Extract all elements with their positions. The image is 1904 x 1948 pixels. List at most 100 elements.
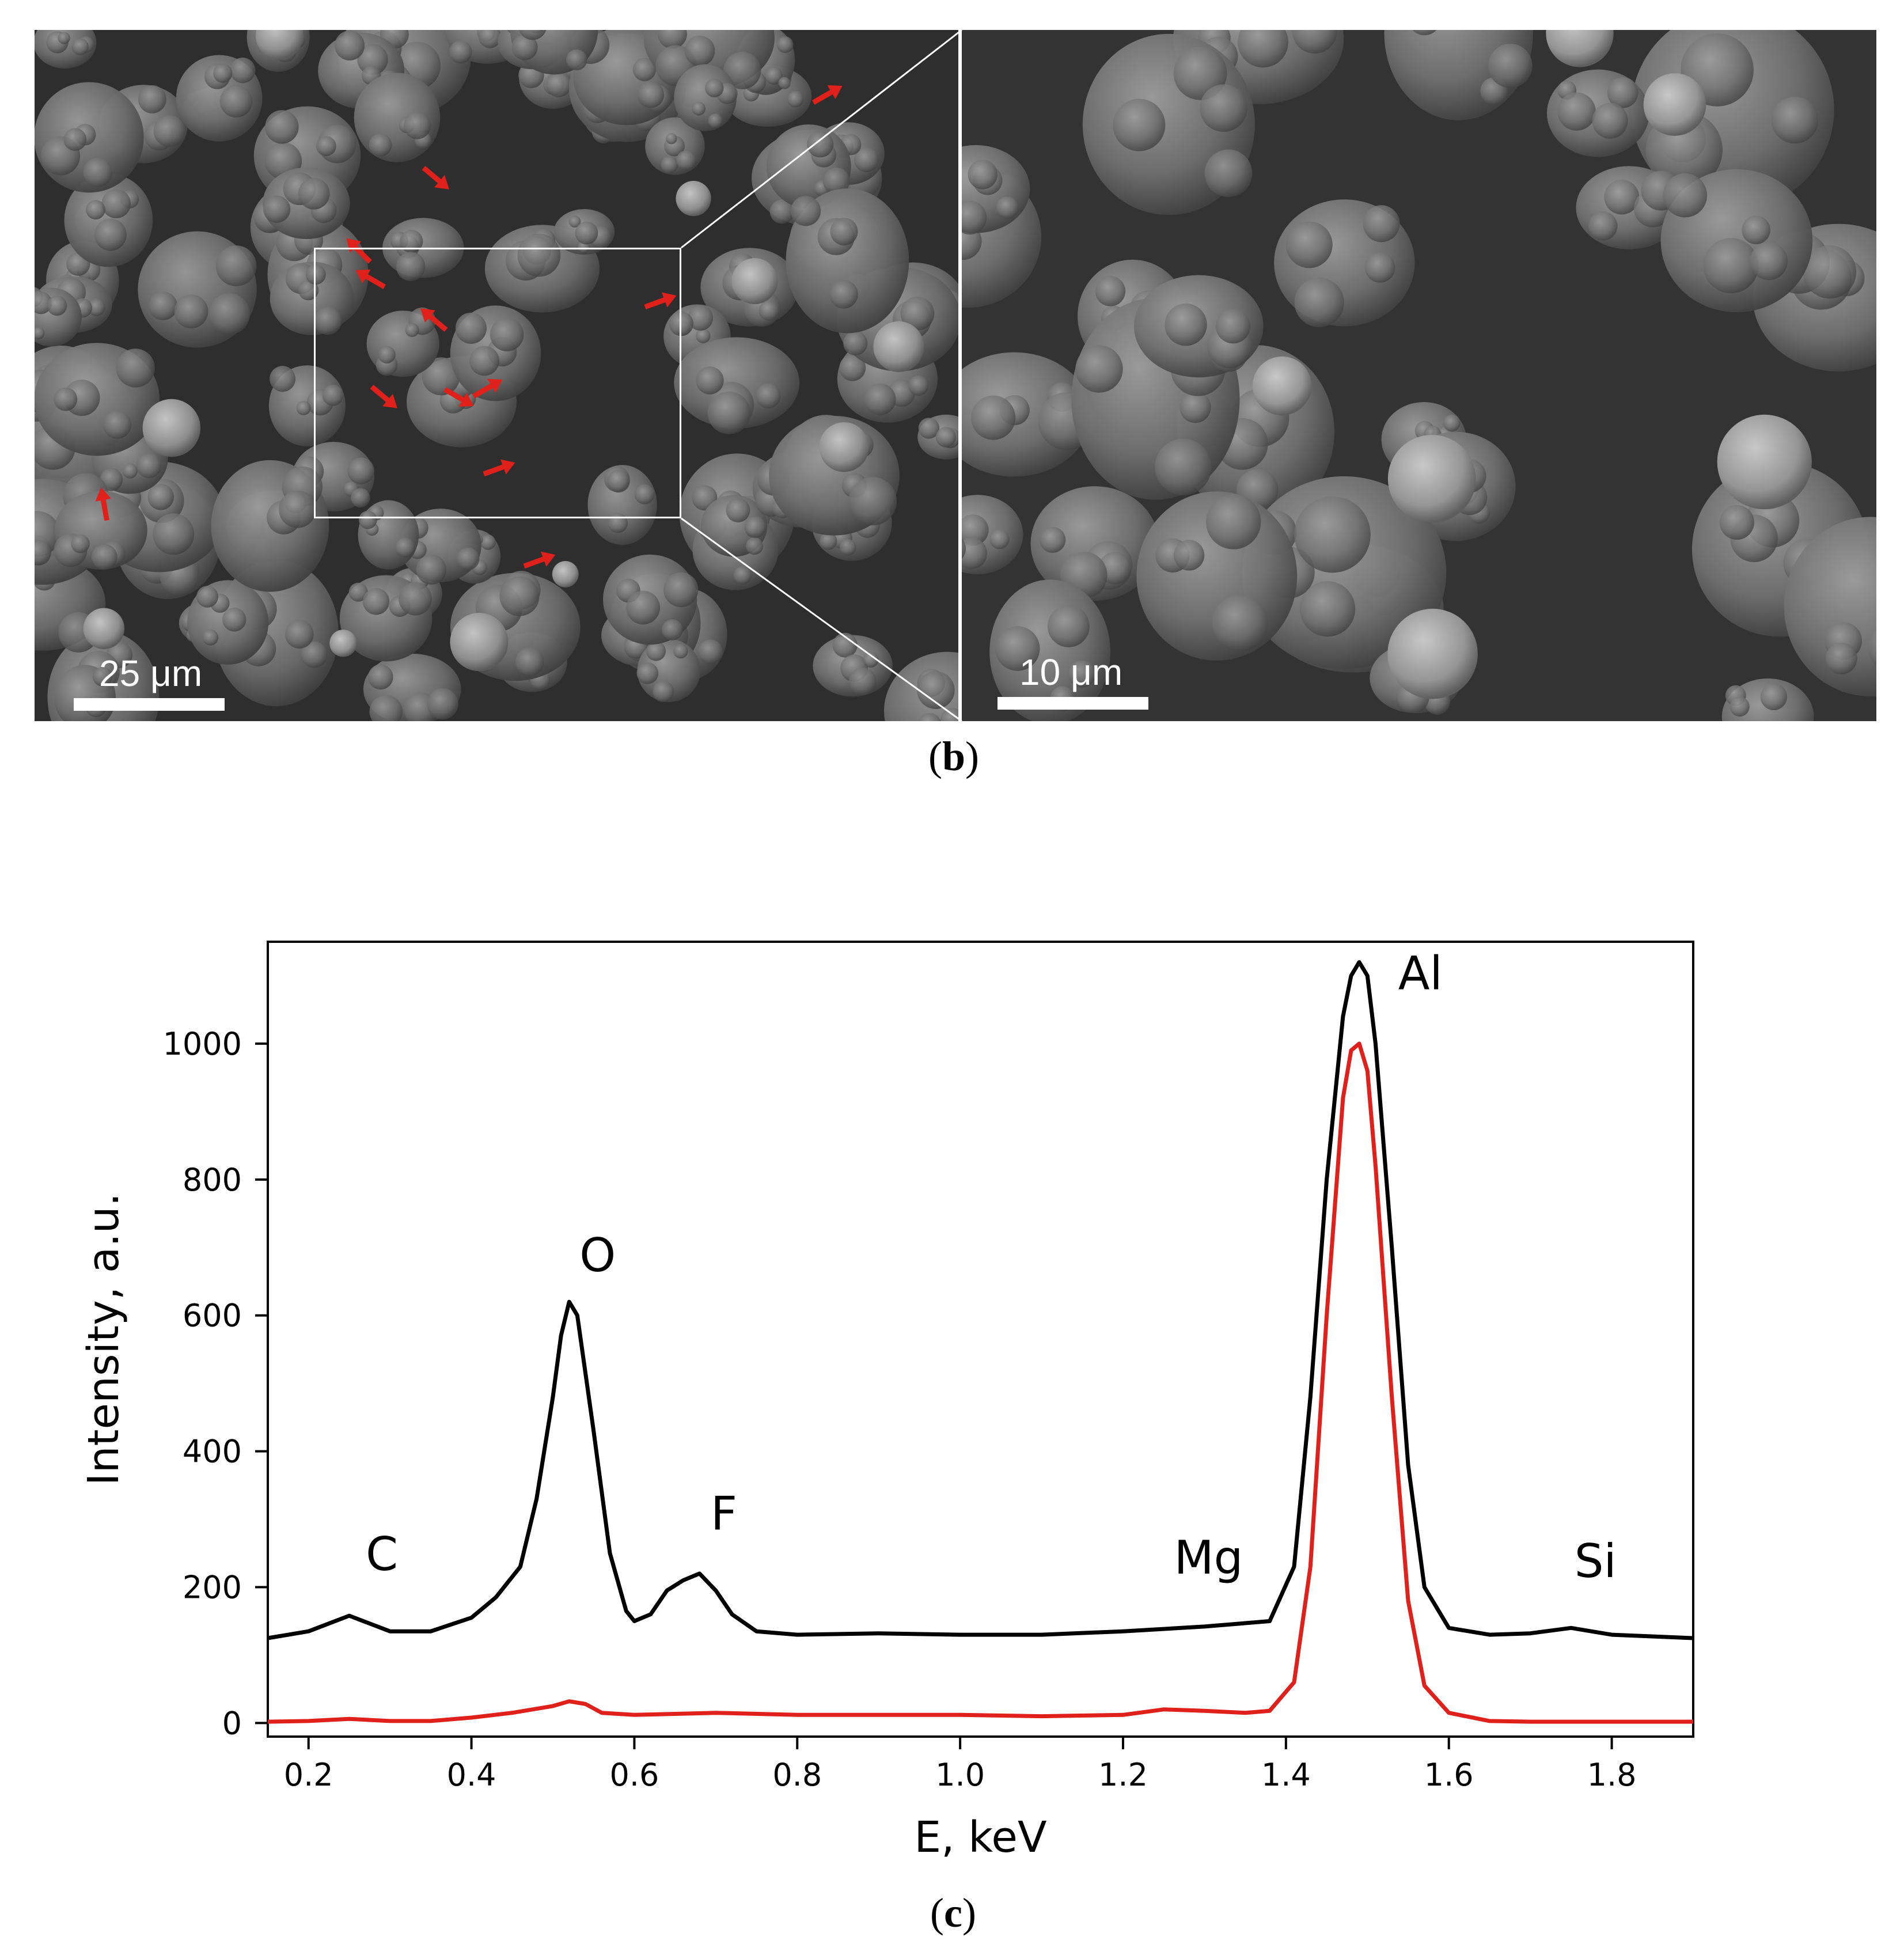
agglomerate-particle [587,465,657,545]
agglomerate-lobe [1607,77,1638,108]
agglomerate-lobe [149,291,177,320]
red-arrow-marker [523,551,556,569]
agglomerate-lobe [790,196,821,226]
spherical-particle [329,630,357,657]
element-annotation-si: Si [1575,1534,1617,1588]
agglomerate-lobe [368,664,393,690]
plot-frame [267,941,1694,1738]
agglomerate-lobe [662,619,683,641]
agglomerate-lobe [480,535,496,550]
agglomerate-lobe [918,418,940,439]
arrow-shaft [426,312,448,332]
agglomerate-lobe [1760,683,1788,710]
spherical-particle [1387,608,1478,699]
spherical-particle [1717,414,1812,510]
agglomerate-lobe [279,490,316,528]
agglomerate-lobe [153,115,185,147]
agglomerate-lobe [92,666,112,687]
agglomerate-lobe [1285,221,1333,268]
agglomerate-lobe [196,585,219,608]
agglomerate-lobe [1488,43,1533,88]
agglomerate-lobe [399,582,432,616]
agglomerate-lobe [215,245,257,286]
agglomerate-lobe [91,544,117,570]
agglomerate-lobe [71,38,89,55]
red-arrow-marker [472,378,503,399]
sem-image-low-magnification: 25 μm [35,30,959,721]
agglomerate-lobe [1204,149,1253,198]
x-tick-label: 0.8 [772,1757,822,1793]
eds-spectrum-chart: 0.2 0.4 0.6 0.8 1.0 1.2 1.4 1.6 1.8 0 200 400 600 800… [79,941,1694,1862]
y-axis-label: Intensity, a.u. [79,1193,128,1485]
spherical-particle [1546,30,1614,67]
agglomerate-lobe [222,608,246,632]
red-arrow-marker [443,387,474,407]
agglomerate-lobe [515,647,544,676]
agglomerate-lobe [744,516,767,538]
agglomerate-lobe [369,695,403,721]
agglomerate-lobe [692,101,706,116]
agglomerate-lobe [848,668,877,695]
spherical-particle [142,399,201,457]
agglomerate-lobe [708,113,723,128]
arrow-shaft [523,555,548,569]
agglomerate-lobe [147,483,175,510]
agglomerate-lobe [519,30,547,40]
agglomerate-lobe [54,387,78,411]
agglomerate-lobe [511,34,538,60]
agglomerate-lobe [58,32,70,44]
agglomerate-lobe [230,58,256,84]
agglomerate-lobe [174,294,208,329]
arrow-head [434,175,449,190]
spherical-particle [873,321,924,372]
agglomerate-lobe [935,427,957,448]
agglomerate-lobe [1663,173,1708,218]
red-arrow-marker [644,292,677,310]
agglomerate-lobe [1294,496,1371,573]
agglomerate-lobe [1412,30,1437,36]
agglomerate-lobe [684,36,715,66]
agglomerate-lobe [1113,98,1166,151]
spherical-particle [256,30,304,60]
agglomerate-lobe [776,36,794,53]
agglomerate-lobe [661,156,678,173]
agglomerate-lobe [971,395,1016,440]
agglomerate-lobe [316,136,336,156]
arrow-head [382,393,397,408]
agglomerate-lobe [864,383,896,415]
y-tick-label: 0 [222,1705,242,1741]
agglomerate-lobe [400,229,423,253]
agglomerate-lobe [208,293,251,335]
agglomerate-lobe [1868,628,1876,666]
agglomerate-lobe [403,112,431,139]
agglomerate-lobe [657,30,687,49]
x-tick-label: 0.4 [447,1757,496,1793]
agglomerate-lobe [962,537,988,569]
agglomerate-lobe [663,572,699,608]
agglomerate-lobe [298,280,319,301]
agglomerate-lobe [696,366,724,395]
agglomerate-lobe [270,366,296,392]
red-arrow-marker [95,487,112,521]
arrow-head [487,378,503,393]
agglomerate-lobe [1294,277,1344,328]
agglomerate-lobe [830,218,858,246]
agglomerate-lobe [676,150,696,170]
agglomerate-lobe [298,177,330,210]
agglomerate-lobe [607,469,630,493]
agglomerate-lobe [1363,205,1400,242]
agglomerate-lobe [499,576,540,616]
agglomerate-lobe [638,81,665,108]
agglomerate-lobe [995,626,1040,671]
spectrum-line-black [267,960,1694,1640]
zoom-region-box [314,248,681,518]
agglomerate-lobe [219,85,253,118]
agglomerate-lobe [138,85,166,113]
x-axis-label: E, keV [914,1813,1047,1862]
agglomerate-lobe [653,681,674,702]
arrow-head [540,551,556,567]
red-arrow-marker [370,384,397,408]
agglomerate-lobe [839,354,866,381]
agglomerate-lobe [705,78,724,98]
agglomerate-lobe [787,91,804,108]
